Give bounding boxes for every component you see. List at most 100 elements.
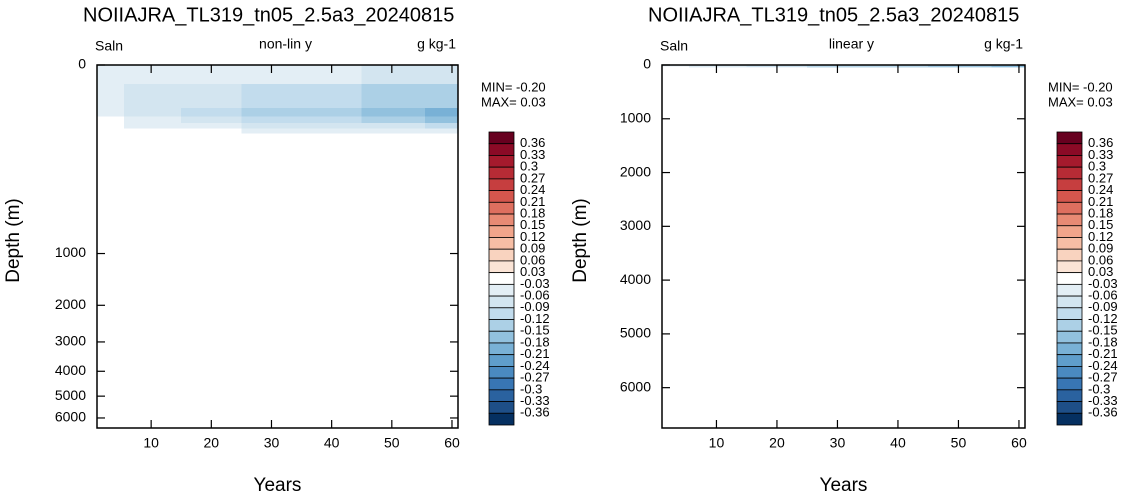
- field-cell: [361, 116, 426, 124]
- colorbar-label: -0.33: [1088, 393, 1118, 408]
- colorbar-label: -0.36: [520, 405, 550, 420]
- field-cell: [181, 116, 242, 124]
- field-cell: [424, 107, 458, 118]
- y-tick-label: 0: [78, 56, 86, 72]
- field-cell: [97, 123, 125, 130]
- colorbar-label: 0.12: [520, 229, 545, 244]
- colorbar-label: -0.21: [520, 346, 550, 361]
- field-cell: [301, 83, 363, 109]
- field-cell: [662, 67, 690, 69]
- x-tick-label: 60: [1011, 435, 1027, 451]
- field-cell: [301, 107, 363, 118]
- plot-frame: [96, 64, 459, 429]
- colorbar-label: 0.24: [520, 182, 545, 197]
- colorbar-box: [488, 412, 515, 426]
- colorbar-box: [488, 319, 515, 332]
- colorbar-label: 0.18: [520, 205, 545, 220]
- field-cell: [124, 83, 182, 109]
- y-tick-label: 5000: [620, 325, 651, 341]
- field-cell: [424, 65, 458, 85]
- field-cell: [97, 107, 125, 118]
- x-tick-label: 40: [324, 435, 340, 451]
- y-axis-label: Depth (m): [3, 198, 24, 282]
- colorbar-label: 0.06: [520, 252, 545, 267]
- colorbar-box: [1056, 389, 1083, 402]
- field-cell: [181, 107, 242, 118]
- field-cell: [241, 133, 303, 137]
- field: [97, 65, 458, 137]
- field-cell: [124, 133, 182, 137]
- colorbar-label: -0.03: [520, 276, 550, 291]
- colorbar-box: [1056, 201, 1083, 215]
- colorbar-label: 0.09: [520, 241, 545, 256]
- field-cell: [181, 83, 242, 109]
- colorbar-label: 0.27: [1088, 170, 1113, 185]
- y-tick-label: 5000: [55, 387, 86, 403]
- subtitle-right: g kg-1: [984, 36, 1023, 52]
- colorbar-label: -0.12: [520, 311, 550, 326]
- y-tick-label: 4000: [55, 362, 86, 378]
- colorbar-box: [488, 248, 515, 262]
- colorbar-label: -0.09: [520, 299, 550, 314]
- colorbar-label: -0.27: [1088, 370, 1118, 385]
- field-cell: [241, 128, 303, 134]
- subtitle-center: non-lin y: [259, 36, 312, 52]
- field-cell: [991, 67, 1025, 69]
- colorbar-box: [488, 143, 515, 156]
- colorbar-box: [1056, 295, 1083, 309]
- colorbar-box: [488, 213, 515, 227]
- field-cell: [241, 123, 303, 130]
- field-cell: [124, 123, 182, 130]
- colorbar-label: 0.18: [1088, 205, 1113, 220]
- y-tick-label: 1000: [55, 244, 86, 260]
- field-cell: [424, 83, 458, 109]
- field-cell: [97, 83, 125, 109]
- y-tick-label: 0: [643, 56, 651, 72]
- field-cell: [301, 116, 363, 124]
- y-tick-label: 6000: [55, 409, 86, 425]
- field-cell: [361, 128, 426, 134]
- colorbar-label: -0.18: [520, 334, 550, 349]
- colorbar-box: [1056, 237, 1083, 250]
- max-label: MAX= 0.03: [1048, 94, 1113, 109]
- colorbar-label: 0.21: [520, 194, 545, 209]
- colorbar-box: [1056, 365, 1083, 379]
- field-cell: [124, 128, 182, 134]
- colorbar-box: [1056, 342, 1083, 356]
- subtitle-center: linear y: [829, 36, 874, 52]
- field-cell: [361, 123, 426, 130]
- colorbar-box: [1056, 283, 1083, 297]
- colorbar-label: -0.21: [1088, 346, 1118, 361]
- colorbar-label: 0.12: [1088, 229, 1113, 244]
- field-cell: [181, 65, 242, 85]
- colorbar-box: [1056, 143, 1083, 156]
- field-cell: [97, 116, 125, 124]
- x-tick-label: 40: [890, 435, 906, 451]
- x-tick-label: 30: [830, 435, 846, 451]
- colorbar-box: [488, 283, 515, 297]
- colorbar-label: 0.06: [1088, 252, 1113, 267]
- colorbar-label: 0.09: [1088, 241, 1113, 256]
- colorbar-label: 0.24: [1088, 182, 1113, 197]
- colorbar-label: 0.3: [520, 159, 538, 174]
- colorbar-box: [488, 131, 515, 145]
- y-axis-label: Depth (m): [570, 198, 591, 282]
- x-tick-label: 20: [769, 435, 785, 451]
- colorbar-box: [1056, 272, 1083, 285]
- colorbar-box: [1056, 319, 1083, 332]
- colorbar-box: [488, 166, 515, 180]
- colorbar-box: [1056, 412, 1083, 426]
- colorbar-label: 0.36: [1088, 135, 1113, 150]
- colorbar-box: [488, 342, 515, 356]
- field-cell: [301, 65, 363, 85]
- colorbar-label: -0.27: [520, 370, 550, 385]
- y-tick-label: 6000: [620, 378, 651, 394]
- panel: 10 20 30 40 50 60 0 1000 2000 3000 4000 5000 6000 NOI…: [570, 4, 1118, 496]
- colorbar-label: 0.36: [520, 135, 545, 150]
- colorbar-label: -0.12: [1088, 311, 1118, 326]
- x-tick-label: 20: [204, 435, 220, 451]
- colorbar-box: [488, 365, 515, 379]
- colorbar-box: [488, 225, 515, 238]
- colorbar-label: -0.36: [1088, 405, 1118, 420]
